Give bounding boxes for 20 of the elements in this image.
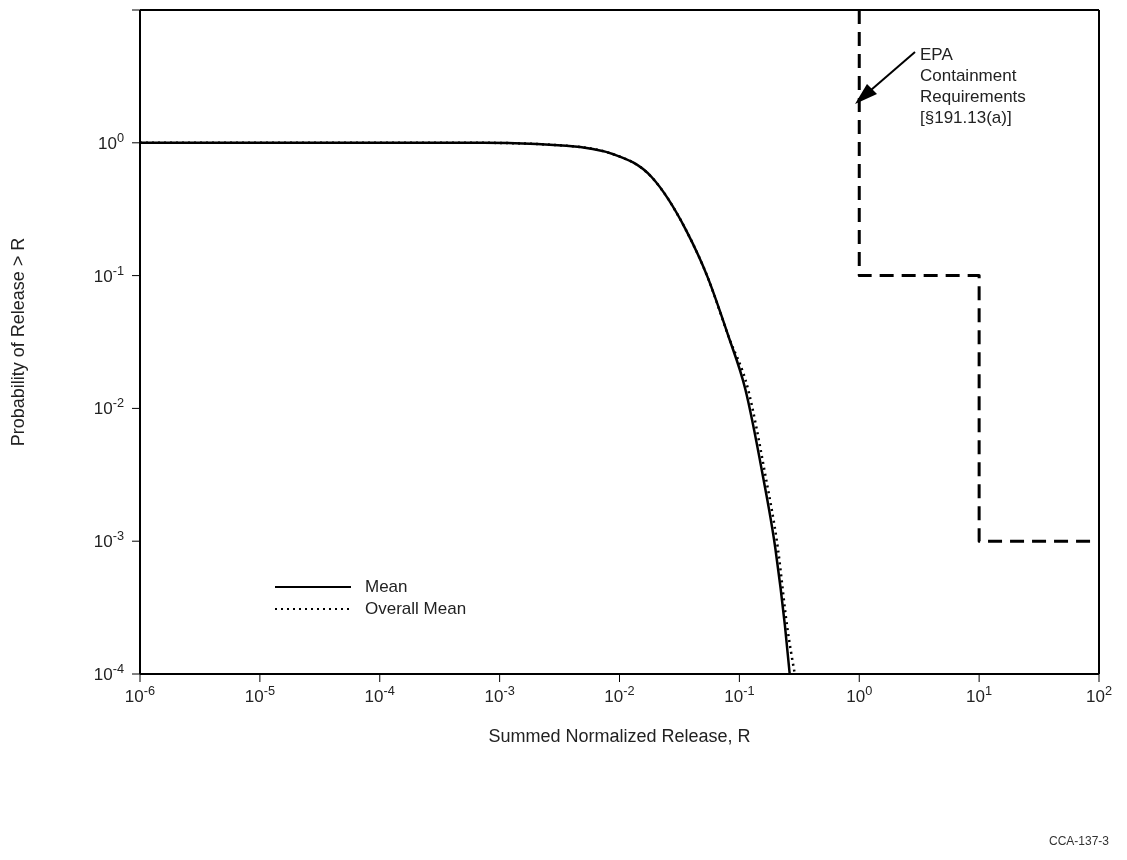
- legend-label: Overall Mean: [365, 599, 467, 619]
- x-tick-label: 10$^{1}$: [966, 682, 993, 706]
- x-tick-label: 10$^{-6}$: [124, 682, 156, 706]
- x-tick-label: 10$^{-5}$: [244, 682, 276, 706]
- y-tick-label: 10$^{-2}$: [93, 394, 124, 419]
- x-tick-label: 10$^{0}$: [846, 682, 873, 706]
- annotation: EPA Containment Requirements [§191.13(a)]: [920, 44, 1027, 128]
- x-axis-title: Summed Normalized Release, R: [488, 726, 751, 746]
- x-tick-label: 10$^{-4}$: [364, 682, 395, 706]
- y-tick-label: 10$^{0}$: [97, 129, 124, 153]
- x-tick-label: 10$^{-2}$: [604, 682, 635, 706]
- y-tick-label: 10$^{-3}$: [93, 527, 124, 552]
- y-tick-label: 10$^{-4}$: [93, 660, 124, 684]
- legend-label: Mean: [365, 577, 408, 597]
- x-tick-label: 10$^{-3}$: [484, 682, 515, 706]
- text: CCA-137-3: [1048, 834, 1109, 848]
- x-tick-label: 10$^{-1}$: [724, 682, 755, 706]
- y-axis-title: Probability of Release > R: [8, 237, 29, 447]
- y-tick-label: 10$^{-1}$: [93, 262, 124, 286]
- x-tick-label: 10$^{2}$: [1085, 682, 1113, 706]
